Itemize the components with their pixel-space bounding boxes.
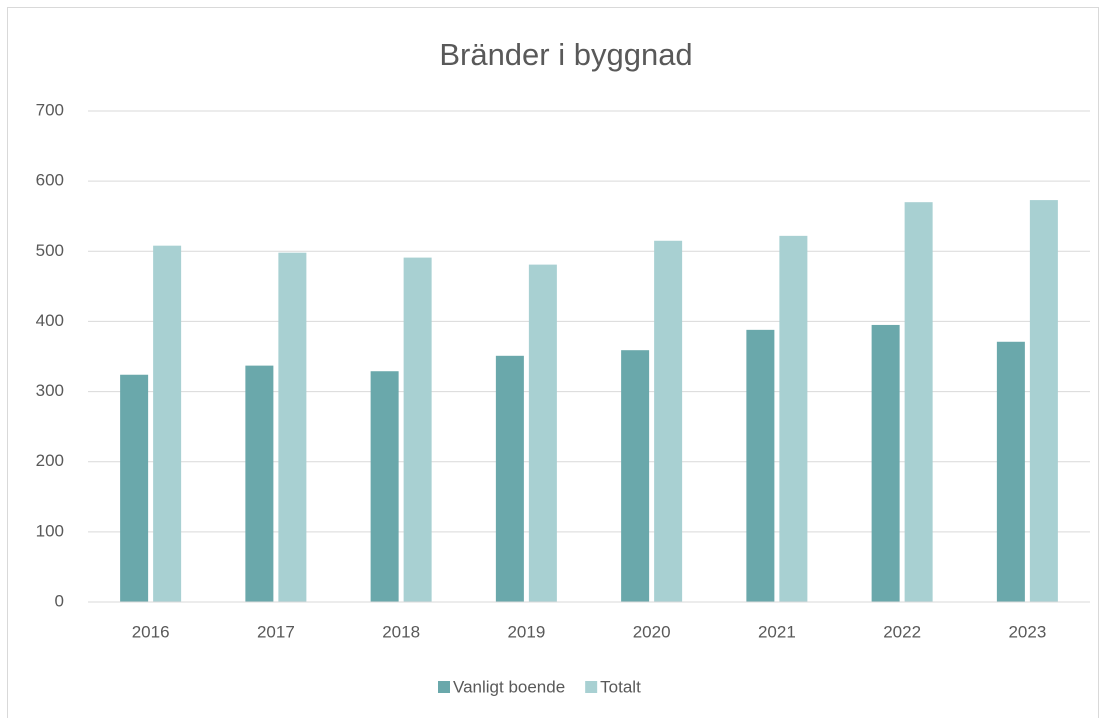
legend-label: Totalt (600, 677, 641, 696)
y-tick-label: 200 (36, 451, 64, 470)
y-tick-label: 0 (55, 591, 64, 610)
x-tick-label: 2019 (507, 622, 545, 641)
x-tick-label: 2017 (257, 622, 295, 641)
bar (779, 235, 808, 602)
y-tick-label: 300 (36, 381, 64, 400)
bar (403, 257, 432, 602)
y-tick-label: 700 (36, 100, 64, 119)
bar (245, 365, 274, 602)
bar (1029, 200, 1058, 602)
bar (904, 202, 933, 602)
y-tick-label: 500 (36, 241, 64, 260)
x-tick-label: 2023 (1008, 622, 1046, 641)
legend-label: Vanligt boende (453, 677, 565, 696)
bar (528, 264, 557, 602)
bar (996, 341, 1025, 602)
bar (370, 371, 399, 602)
y-tick-label: 600 (36, 171, 64, 190)
bar (495, 355, 524, 602)
bar (278, 252, 307, 602)
legend-swatch (585, 681, 598, 693)
x-tick-label: 2016 (132, 622, 170, 641)
x-tick-label: 2018 (382, 622, 420, 641)
y-tick-label: 400 (36, 311, 64, 330)
chart-title: Bränder i byggnad (439, 37, 692, 72)
bar (120, 374, 149, 602)
bar (871, 324, 900, 602)
y-tick-label: 100 (36, 521, 64, 540)
bar (153, 245, 182, 602)
legend-swatch (438, 681, 450, 693)
x-tick-label: 2022 (883, 622, 921, 641)
bar (746, 329, 775, 602)
bar (621, 350, 650, 602)
x-tick-label: 2020 (633, 622, 671, 641)
x-tick-label: 2021 (758, 622, 796, 641)
bar (654, 240, 683, 602)
